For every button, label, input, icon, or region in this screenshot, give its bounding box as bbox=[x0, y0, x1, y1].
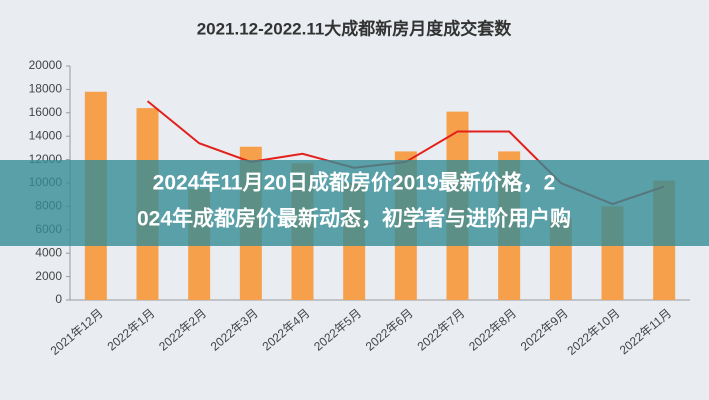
x-tick-label: 2022年2月 bbox=[156, 306, 209, 354]
x-tick-label: 2022年8月 bbox=[466, 306, 519, 354]
x-tick-label: 2022年9月 bbox=[518, 306, 571, 354]
x-tick-label: 2022年4月 bbox=[260, 306, 313, 354]
y-tick-label: 16000 bbox=[29, 105, 63, 119]
banner-line: 024年成都房价最新动态，初学者与进阶用户购 bbox=[137, 207, 571, 231]
x-tick-label: 2021年12月 bbox=[48, 306, 106, 358]
x-tick-label: 2022年6月 bbox=[363, 306, 416, 354]
x-tick-label: 2022年3月 bbox=[208, 306, 261, 354]
x-tick-label: 2022年7月 bbox=[415, 306, 468, 354]
banner-line: 2024年11月20日成都房价2019最新价格，2 bbox=[153, 171, 556, 195]
y-tick-label: 20000 bbox=[29, 58, 63, 72]
x-tick-label: 2022年10月 bbox=[564, 306, 622, 358]
y-tick-label: 18000 bbox=[29, 82, 63, 96]
y-tick-label: 14000 bbox=[29, 128, 63, 142]
y-tick-label: 0 bbox=[55, 292, 62, 306]
x-tick-label: 2022年11月 bbox=[617, 306, 674, 357]
x-tick-label: 2022年5月 bbox=[311, 306, 364, 354]
banner-band bbox=[0, 160, 709, 246]
chart-title: 2021.12-2022.11大成都新房月度成交套数 bbox=[197, 18, 513, 38]
x-tick-label: 2022年1月 bbox=[105, 306, 158, 354]
y-tick-label: 4000 bbox=[35, 245, 62, 259]
y-tick-label: 2000 bbox=[35, 269, 62, 283]
